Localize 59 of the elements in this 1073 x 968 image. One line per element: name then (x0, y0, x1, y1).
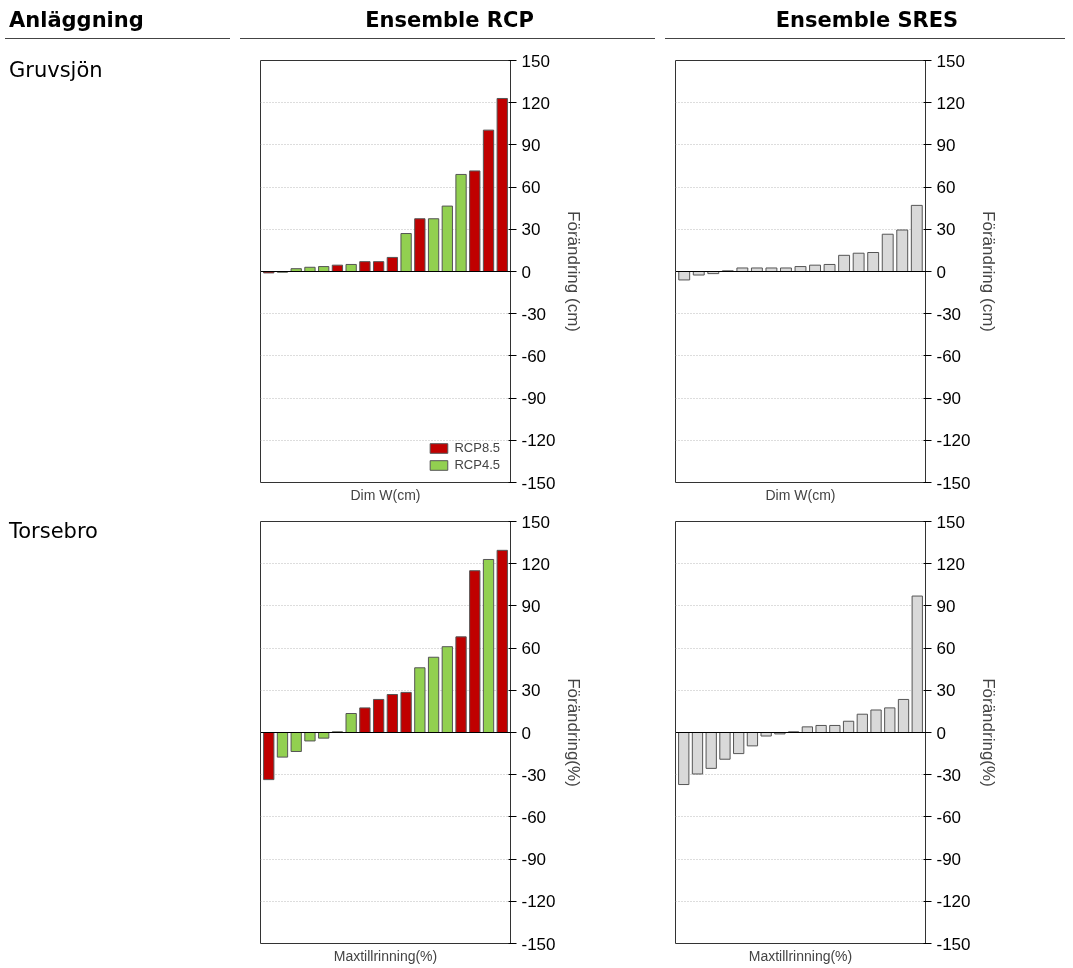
legend-label: RCP8.5 (454, 440, 500, 455)
x-axis-title: Maxtillrinning(%) (748, 947, 853, 964)
y-tick-label: -30 (521, 765, 547, 785)
y-tick-label: 120 (521, 93, 550, 113)
y-tick-label: -120 (936, 431, 971, 451)
y-tick-label: 60 (936, 639, 956, 659)
text: Torsebro (9, 518, 98, 545)
y-tick-label: 30 (521, 681, 541, 701)
text: Anläggning (9, 7, 144, 34)
y-axis-title: Förändring(%) (978, 678, 998, 787)
y-tick-label: -60 (521, 807, 547, 827)
y-tick-label: -150 (936, 934, 971, 954)
y-tick-label: -120 (521, 892, 556, 912)
y-tick-label: 150 (521, 512, 550, 532)
y-tick-label: -120 (936, 892, 971, 912)
y-tick-label: -60 (936, 346, 962, 366)
y-tick-label: -150 (936, 473, 971, 493)
y-tick-label: 120 (936, 554, 965, 574)
y-axis-title: Förändring (cm) (563, 211, 583, 332)
y-tick-label: 90 (521, 135, 541, 155)
y-tick-label: 150 (936, 512, 965, 532)
y-tick-label: 60 (936, 178, 956, 198)
y-tick-label: 0 (521, 723, 531, 743)
y-tick-label: -120 (521, 431, 556, 451)
y-axis-title: Förändring (cm) (978, 211, 998, 332)
y-tick-label: 0 (936, 262, 946, 282)
legend-label: RCP4.5 (454, 457, 500, 472)
y-tick-label: 30 (521, 220, 541, 240)
y-tick-label: -90 (936, 389, 962, 409)
y-tick-label: -30 (521, 304, 547, 324)
y-tick-label: -90 (521, 389, 547, 409)
text: Gruvsjön (9, 57, 103, 84)
y-tick-label: -60 (936, 807, 962, 827)
y-tick-label: 150 (521, 51, 550, 71)
x-axis-title: Dim W(cm) (765, 486, 836, 503)
y-tick-label: 120 (521, 554, 550, 574)
x-axis-title: Dim W(cm) (350, 486, 421, 503)
y-tick-label: -150 (521, 473, 556, 493)
y-tick-label: -90 (521, 850, 547, 870)
y-tick-label: 0 (521, 262, 531, 282)
y-tick-label: 120 (936, 93, 965, 113)
chart-title: Ensemble RCP (365, 7, 534, 34)
y-tick-label: -150 (521, 934, 556, 954)
y-tick-label: 90 (936, 596, 956, 616)
y-tick-label: -30 (936, 304, 962, 324)
y-tick-label: 60 (521, 639, 541, 659)
y-axis-title: Förändring(%) (563, 678, 583, 787)
y-tick-label: -90 (936, 850, 962, 870)
y-tick-label: 90 (521, 596, 541, 616)
x-axis-title: Maxtillrinning(%) (333, 947, 438, 964)
y-tick-label: 30 (936, 681, 956, 701)
chart-title: Ensemble SRES (775, 7, 959, 34)
y-tick-label: -60 (521, 346, 547, 366)
y-tick-label: 0 (936, 723, 946, 743)
y-tick-label: -30 (936, 765, 962, 785)
y-tick-label: 60 (521, 178, 541, 198)
y-tick-label: 90 (936, 135, 956, 155)
y-tick-label: 30 (936, 220, 956, 240)
y-tick-label: 150 (936, 51, 965, 71)
